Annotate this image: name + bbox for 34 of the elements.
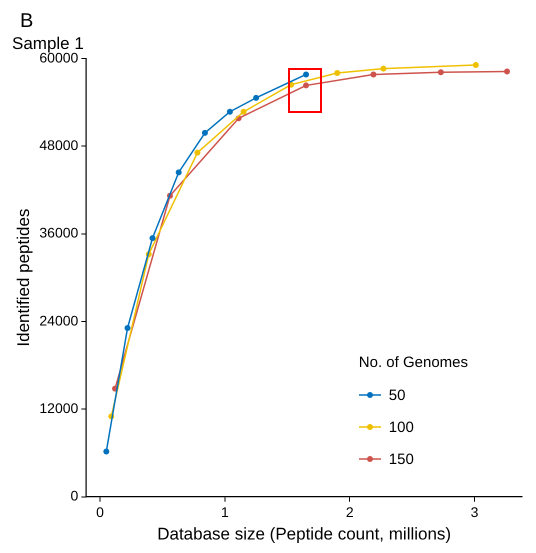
legend-label: 100	[388, 418, 414, 436]
point	[176, 169, 182, 176]
legend-label: 50	[388, 386, 406, 404]
x-tick-label: 2	[346, 504, 354, 520]
chart-title: Sample 1	[12, 34, 84, 53]
point	[303, 71, 310, 78]
x-axis-title: Database size (Peptide count, millions)	[157, 524, 452, 544]
x-tick-label: 3	[470, 504, 479, 520]
point	[334, 70, 340, 76]
point	[504, 68, 510, 75]
y-tick-label: 48000	[39, 136, 79, 153]
y-tick-label: 24000	[39, 312, 79, 328]
point	[240, 108, 247, 115]
legend-title: No. of Genomes	[358, 354, 468, 371]
x-tick-label: 0	[96, 504, 104, 520]
text: B	[20, 10, 34, 33]
point	[370, 71, 376, 78]
point	[124, 325, 131, 332]
point	[202, 130, 208, 136]
y-tick-label: 0	[70, 488, 79, 504]
x-tick-label: 1	[221, 504, 229, 520]
point	[380, 66, 386, 72]
y-axis-title: Identified peptides	[14, 208, 33, 347]
point	[438, 69, 444, 76]
point	[194, 150, 200, 156]
y-tick-label: 36000	[39, 224, 79, 241]
point	[149, 235, 156, 242]
point	[103, 448, 110, 454]
point	[303, 82, 310, 88]
point	[253, 94, 260, 101]
legend-label: 150	[388, 450, 414, 468]
y-tick-label: 12000	[39, 400, 79, 416]
point	[226, 108, 233, 115]
point	[472, 62, 479, 68]
